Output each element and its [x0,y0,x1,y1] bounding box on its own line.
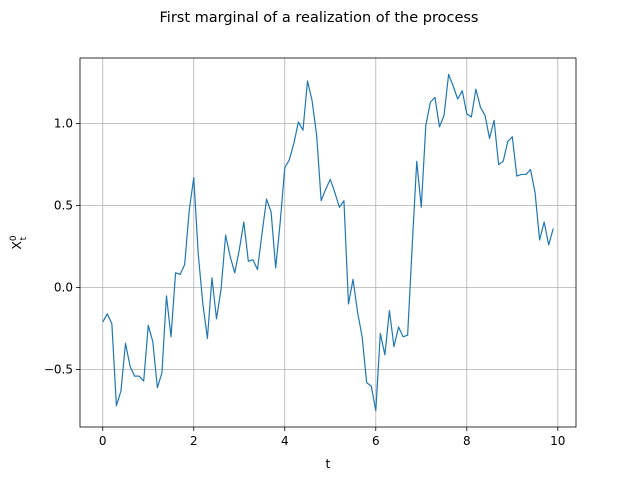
x-tick-label: 6 [372,434,380,448]
y-tick-label: 0.5 [54,199,73,213]
x-tick-label: 4 [281,434,289,448]
chart-title: First marginal of a realization of the p… [160,10,479,26]
x-tick-label: 0 [99,434,107,448]
y-axis-label-base: X [9,241,24,250]
x-tick-label: 2 [190,434,198,448]
plot-frame [79,57,577,428]
y-axis-label-superscript: 0 [9,235,19,241]
grid-layer [80,58,576,427]
x-tick-label: 10 [550,434,565,448]
y-axis-label: X0t [9,235,29,250]
tick-layer: 0 2 4 6 8 10 −0.5 0.0 0.5 1.0 [44,117,566,448]
plot-layer [102,73,554,412]
x-axis-label: t [326,456,331,471]
y-tick-label: 0.0 [54,281,73,295]
y-tick-label: 1.0 [54,117,73,131]
y-axis-label-subscript: t [19,236,29,240]
y-tick-label: −0.5 [44,363,73,377]
series-line [102,73,554,412]
x-tick-label: 8 [463,434,471,448]
